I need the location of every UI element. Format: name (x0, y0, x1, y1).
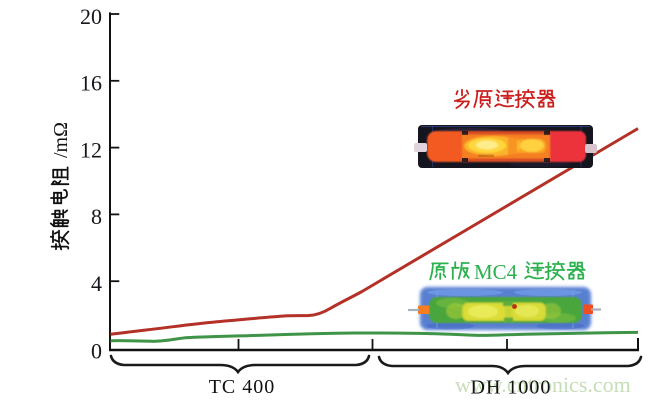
svg-text:0: 0 (91, 339, 102, 364)
svg-text:MC4: MC4 (474, 260, 518, 284)
svg-text:12: 12 (80, 137, 102, 162)
svg-text:DH 1000: DH 1000 (471, 377, 552, 399)
svg-text:TC 400: TC 400 (209, 376, 276, 398)
svg-text:www.cntronics.com: www.cntronics.com (455, 372, 631, 397)
svg-text:8: 8 (91, 204, 102, 229)
svg-text:/mΩ: /mΩ (50, 122, 72, 158)
svg-text:16: 16 (80, 71, 102, 96)
svg-text:20: 20 (80, 4, 102, 29)
svg-text:4: 4 (91, 271, 102, 296)
